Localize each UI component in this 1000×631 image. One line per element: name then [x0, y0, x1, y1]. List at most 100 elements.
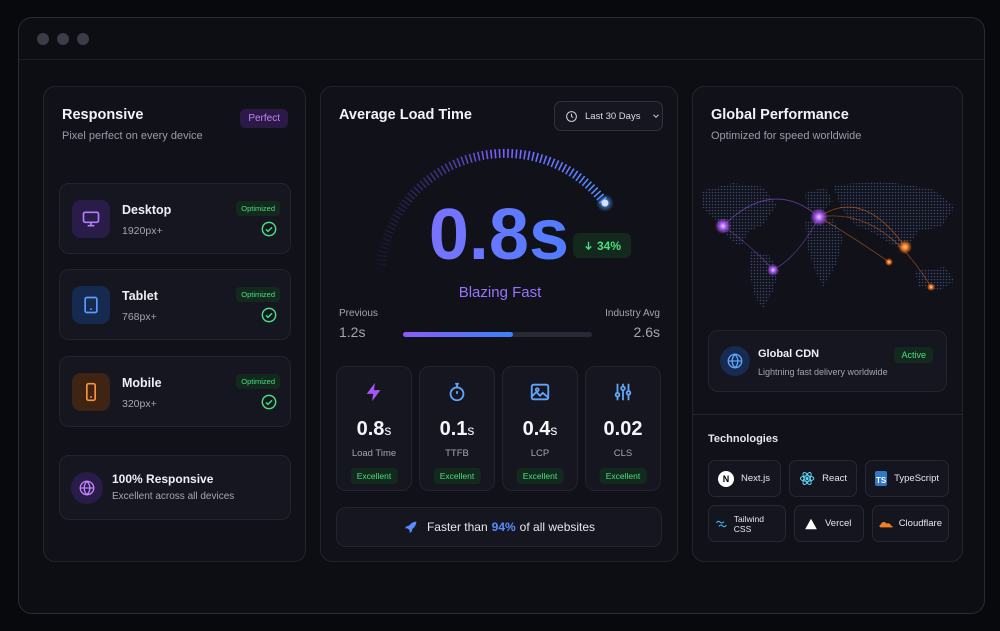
- device-name: Mobile: [122, 376, 162, 390]
- check-circle-icon: [261, 221, 277, 237]
- metric-value: 0.02: [586, 418, 660, 441]
- cloudflare-icon: [879, 521, 893, 527]
- nextjs-icon: N: [718, 470, 734, 487]
- global-performance-panel: Global Performance Optimized for speed w…: [692, 86, 963, 562]
- metric-number: 0.4: [522, 418, 551, 440]
- metric-number: 0.8: [356, 418, 385, 440]
- metric-unit: s: [384, 422, 392, 438]
- metric-status-badge: Excellent: [350, 468, 398, 484]
- device-size: 1920px+: [122, 225, 163, 237]
- metric-value: 0.8s: [337, 418, 411, 441]
- metric-label: CLS: [613, 448, 633, 459]
- technologies-title: Technologies: [708, 433, 779, 445]
- chevron-down-icon: [653, 114, 660, 118]
- load-time-panel: Average Load Time Last 30 Days 0.8s 34%: [320, 86, 678, 562]
- global-title: Global Performance: [711, 107, 849, 123]
- globe-icon: [71, 472, 103, 504]
- device-size: 320px+: [122, 398, 157, 410]
- cdn-active-badge: Active: [894, 347, 933, 363]
- tech-label: Tailwind CSS: [733, 513, 765, 534]
- tech-vercel[interactable]: Vercel: [794, 505, 864, 542]
- device-name: Desktop: [122, 203, 172, 217]
- tailwind-icon: [716, 520, 727, 527]
- summary-subtitle: Excellent across all devices: [112, 491, 235, 502]
- panel-divider: [693, 414, 962, 415]
- check-circle-icon: [261, 307, 277, 323]
- window-close-dot[interactable]: [37, 32, 49, 45]
- tech-label: React: [822, 473, 847, 484]
- typescript-icon: TS: [875, 471, 888, 486]
- perfect-badge: Perfect: [240, 109, 288, 128]
- comparison-bar: [403, 332, 592, 337]
- date-range-label: Last 30 Days: [585, 110, 641, 122]
- date-range-select[interactable]: Last 30 Days: [554, 101, 663, 131]
- rocket-icon: [404, 521, 417, 533]
- responsive-panel: Responsive Pixel perfect on every device…: [43, 86, 306, 562]
- device-size: 768px+: [122, 311, 157, 323]
- optimized-badge: Optimized: [236, 374, 280, 389]
- stopwatch-icon: [449, 382, 465, 402]
- global-subtitle: Optimized for speed worldwide: [711, 130, 862, 142]
- metric-unit: s: [550, 422, 558, 438]
- smartphone-icon: [72, 373, 110, 411]
- device-card-mobile[interactable]: Mobile 320px+ Optimized: [59, 356, 291, 427]
- tech-tailwind[interactable]: Tailwind CSS: [708, 505, 786, 542]
- globe-icon: [720, 346, 750, 376]
- world-map: [701, 181, 955, 309]
- optimized-badge: Optimized: [236, 287, 280, 302]
- optimized-badge: Optimized: [236, 201, 280, 216]
- responsive-summary-card: 100% Responsive Excellent across all dev…: [59, 455, 291, 520]
- check-circle-icon: [261, 394, 277, 410]
- tech-react[interactable]: React: [789, 460, 857, 497]
- change-value: 34%: [596, 238, 622, 253]
- tech-nextjs[interactable]: N Next.js: [708, 460, 781, 497]
- industry-value: 2.6s: [633, 324, 660, 340]
- metric-label: TTFB: [445, 448, 469, 459]
- metric-card-cls: 0.02 CLS Excellent: [585, 366, 661, 491]
- load-time-title: Average Load Time: [339, 107, 472, 123]
- lightning-icon: [366, 382, 381, 402]
- faster-percent: 94%: [491, 520, 516, 534]
- metric-number: 0.1: [439, 418, 468, 440]
- cdn-title: Global CDN: [758, 348, 820, 360]
- device-card-tablet[interactable]: Tablet 768px+ Optimized: [59, 269, 291, 340]
- summary-title: 100% Responsive: [112, 472, 214, 486]
- metric-label: Load Time: [351, 448, 397, 459]
- responsive-subtitle: Pixel perfect on every device: [62, 130, 203, 142]
- tech-label: Next.js: [741, 473, 771, 484]
- faster-text-post: of all websites: [519, 520, 596, 534]
- responsive-title: Responsive: [62, 107, 144, 123]
- global-cdn-card: Global CDN Lightning fast delivery world…: [708, 330, 947, 392]
- arrow-down-icon: [585, 241, 592, 251]
- tech-typescript[interactable]: TS TypeScript: [865, 460, 949, 497]
- previous-label: Previous: [339, 308, 378, 319]
- metric-card-lcp: 0.4s LCP Excellent: [502, 366, 578, 491]
- load-time-value: 0.8s: [321, 199, 569, 271]
- react-icon: [799, 472, 815, 485]
- window-titlebar: [19, 18, 984, 60]
- device-card-desktop[interactable]: Desktop 1920px+ Optimized: [59, 183, 291, 254]
- image-icon: [530, 383, 550, 401]
- metric-number: 0.02: [603, 418, 643, 440]
- cdn-subtitle: Lightning fast delivery worldwide: [758, 367, 888, 377]
- faster-text-pre: Faster than: [426, 520, 488, 534]
- tech-cloudflare[interactable]: Cloudflare: [872, 505, 949, 542]
- metric-value: 0.1s: [420, 418, 494, 441]
- metric-unit: s: [467, 422, 475, 438]
- tablet-icon: [72, 286, 110, 324]
- change-badge: 34%: [573, 233, 631, 258]
- tech-label: TypeScript: [894, 473, 939, 484]
- monitor-icon: [72, 200, 110, 238]
- metric-status-badge: Excellent: [433, 468, 481, 484]
- metric-status-badge: Excellent: [516, 468, 564, 484]
- metric-value: 0.4s: [503, 418, 577, 441]
- tech-label: Vercel: [825, 518, 852, 529]
- window-minimize-dot[interactable]: [57, 32, 69, 45]
- metric-card-ttfb: 0.1s TTFB Excellent: [419, 366, 495, 491]
- clock-icon: [566, 110, 577, 122]
- app-window: Responsive Pixel perfect on every device…: [18, 17, 985, 614]
- device-name: Tablet: [122, 289, 158, 303]
- speed-gauge: [376, 148, 614, 266]
- comparison-bar-fill: [403, 332, 513, 337]
- window-maximize-dot[interactable]: [77, 32, 89, 45]
